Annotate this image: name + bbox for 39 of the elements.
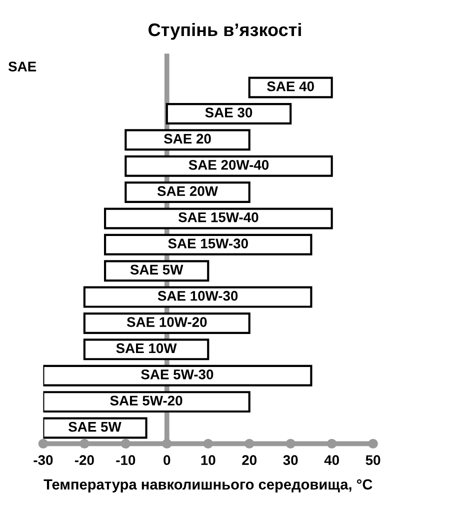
y-tick-label: SAE 10W bbox=[116, 343, 177, 354]
bar bbox=[43, 391, 250, 413]
bar bbox=[83, 286, 312, 308]
bar bbox=[124, 155, 333, 177]
y-tick-label: SAE 15W-40 bbox=[178, 212, 258, 222]
x-tick-label: 40 bbox=[324, 455, 339, 466]
x-tick-label: 10 bbox=[201, 455, 216, 466]
bar bbox=[124, 182, 250, 204]
bar bbox=[166, 102, 292, 124]
x-tick-label: 0 bbox=[164, 455, 170, 466]
x-tick-label: 30 bbox=[283, 455, 298, 466]
bar bbox=[104, 260, 210, 282]
y-tick-label: SAE 10W-20 bbox=[126, 317, 207, 327]
x-axis-title: Температура навколишнього середовища, °C bbox=[44, 479, 372, 492]
bar bbox=[83, 312, 250, 334]
y-tick-label: SAE 40 bbox=[267, 81, 314, 92]
chart-title: Ступінь в’язкості bbox=[148, 22, 301, 40]
y-axis-title: SAE bbox=[8, 62, 36, 72]
bar bbox=[104, 234, 312, 256]
bar bbox=[43, 364, 312, 386]
y-tick-label: SAE 15W-30 bbox=[168, 238, 248, 248]
y-tick-label: SAE 5W bbox=[68, 422, 122, 432]
bar bbox=[104, 208, 333, 230]
x-tick-label: 50 bbox=[366, 455, 380, 466]
x-tick-label: 20 bbox=[242, 455, 257, 466]
y-tick-label: SAE 10W-30 bbox=[158, 290, 238, 301]
x-tick-label: -10 bbox=[116, 455, 136, 466]
y-tick-label: SAE 5W-20 bbox=[110, 396, 182, 406]
y-tick-label: SAE 5W-30 bbox=[141, 370, 214, 380]
y-tick-label: SAE 20W bbox=[157, 186, 218, 196]
y-tick-label: SAE 20 bbox=[164, 134, 211, 144]
y-tick-label: SAE 5W bbox=[130, 264, 184, 275]
bar bbox=[124, 129, 250, 151]
x-tick-label: -20 bbox=[74, 455, 94, 466]
x-tick-label: -30 bbox=[34, 455, 53, 466]
y-tick-label: SAE 30 bbox=[205, 108, 252, 118]
bar bbox=[83, 338, 210, 360]
y-tick-label: SAE 20W-40 bbox=[188, 160, 269, 170]
bar bbox=[248, 76, 333, 98]
